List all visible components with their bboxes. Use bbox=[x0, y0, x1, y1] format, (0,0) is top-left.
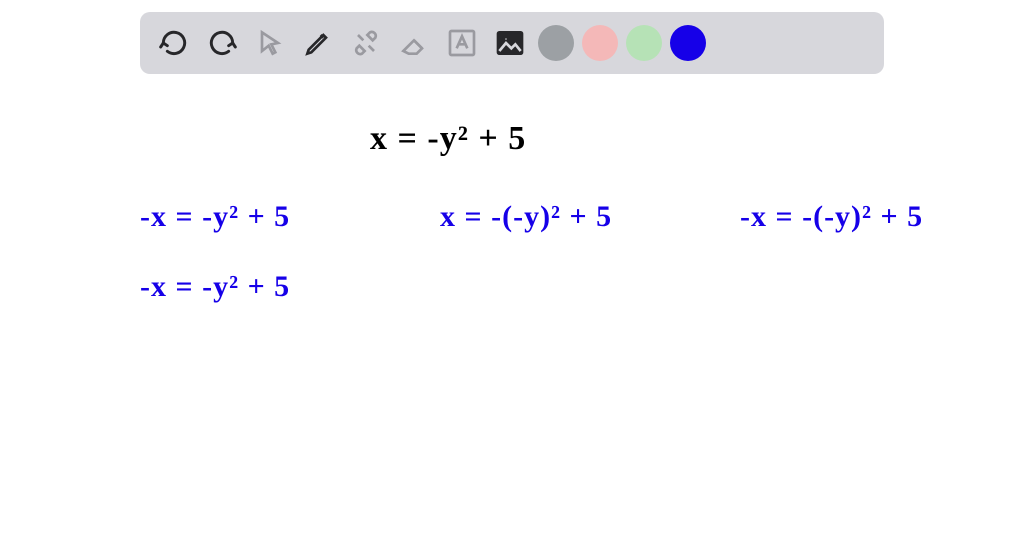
text-tool[interactable] bbox=[442, 23, 482, 63]
eraser-tool[interactable] bbox=[394, 23, 434, 63]
pointer-tool[interactable] bbox=[250, 23, 290, 63]
redo-button[interactable] bbox=[202, 23, 242, 63]
color-green[interactable] bbox=[626, 25, 662, 61]
color-blue[interactable] bbox=[670, 25, 706, 61]
pencil-tool[interactable] bbox=[298, 23, 338, 63]
equation-main: x = -y² + 5 bbox=[370, 120, 526, 158]
drawing-canvas[interactable]: x = -y² + 5 -x = -y² + 5 x = -(-y)² + 5 … bbox=[0, 80, 1024, 560]
undo-button[interactable] bbox=[154, 23, 194, 63]
color-grey[interactable] bbox=[538, 25, 574, 61]
equation-sub2: x = -(-y)² + 5 bbox=[440, 200, 612, 234]
tools-button[interactable] bbox=[346, 23, 386, 63]
image-tool[interactable] bbox=[490, 23, 530, 63]
color-pink[interactable] bbox=[582, 25, 618, 61]
equation-sub4: -x = -y² + 5 bbox=[140, 270, 290, 304]
equation-sub1: -x = -y² + 5 bbox=[140, 200, 290, 234]
drawing-toolbar bbox=[140, 12, 884, 74]
equation-sub3: -x = -(-y)² + 5 bbox=[740, 200, 923, 234]
